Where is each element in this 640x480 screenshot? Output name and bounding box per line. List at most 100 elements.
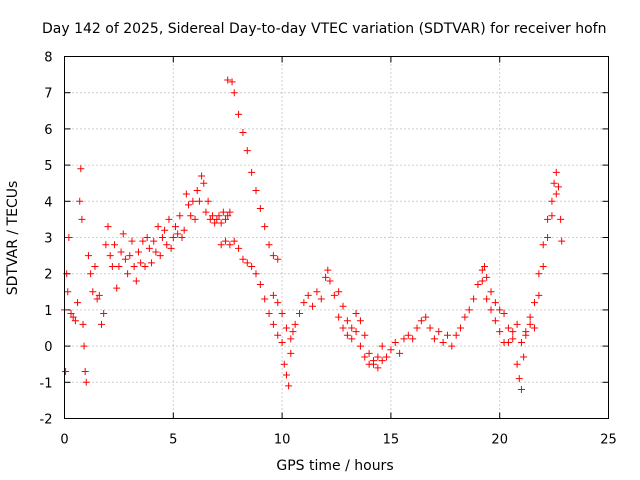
- data-point: [195, 197, 203, 205]
- data-point: [478, 266, 486, 274]
- data-point: [461, 313, 469, 321]
- x-tick-label: 20: [491, 433, 508, 448]
- chart-title: Day 142 of 2025, Sidereal Day-to-day VTE…: [42, 21, 606, 37]
- y-tick-label: 1: [44, 304, 52, 319]
- data-point: [235, 244, 243, 252]
- data-point: [64, 288, 72, 296]
- data-point: [487, 288, 495, 296]
- data-point: [435, 328, 443, 336]
- data-point: [343, 317, 351, 325]
- data-point: [113, 284, 121, 292]
- data-point: [93, 295, 101, 303]
- grid: [64, 56, 609, 419]
- data-point: [548, 197, 556, 205]
- data-point: [487, 306, 495, 314]
- data-point: [67, 310, 75, 318]
- data-point: [121, 255, 129, 263]
- data-point: [513, 360, 521, 368]
- data-point: [222, 215, 230, 223]
- data-point: [230, 237, 238, 245]
- data-point: [378, 342, 386, 350]
- data-point: [300, 299, 308, 307]
- data-point: [352, 328, 360, 336]
- data-point: [285, 382, 293, 390]
- data-point: [383, 353, 391, 361]
- data-point: [531, 324, 539, 332]
- data-point: [169, 234, 177, 241]
- data-point: [202, 208, 210, 216]
- data-point: [111, 241, 119, 249]
- data-point: [378, 357, 386, 365]
- data-point: [339, 302, 347, 310]
- data-point: [115, 262, 123, 270]
- data-point: [62, 367, 70, 375]
- y-tick-label: 8: [44, 51, 52, 66]
- data-point: [457, 324, 465, 332]
- data-point: [91, 262, 99, 270]
- data-point: [97, 320, 105, 328]
- x-tick-label: 15: [383, 433, 400, 448]
- y-tick-label: 0: [44, 340, 52, 355]
- data-point: [180, 226, 188, 234]
- data-point: [261, 223, 269, 231]
- data-point: [132, 277, 140, 285]
- data-point: [228, 78, 236, 86]
- data-point: [361, 331, 369, 339]
- data-point: [391, 338, 399, 346]
- data-point: [226, 241, 234, 249]
- data-point: [154, 223, 162, 231]
- data-point: [74, 299, 82, 307]
- data-point: [369, 360, 377, 368]
- data-point: [219, 208, 227, 216]
- data-point: [282, 371, 290, 379]
- data-point: [178, 234, 186, 241]
- data-point: [102, 241, 110, 249]
- data-point: [163, 241, 171, 249]
- data-point: [287, 349, 295, 357]
- data-point: [513, 320, 521, 328]
- data-point: [496, 306, 504, 314]
- data-point: [124, 270, 132, 278]
- data-point: [106, 252, 114, 260]
- data-point: [141, 262, 149, 270]
- data-point: [550, 179, 558, 187]
- data-point: [206, 215, 214, 223]
- data-point: [558, 237, 566, 245]
- data-marks: [61, 76, 566, 394]
- data-point: [84, 252, 92, 260]
- data-point: [480, 262, 488, 270]
- data-point: [374, 353, 382, 361]
- data-point: [252, 270, 260, 278]
- data-point: [539, 262, 547, 270]
- data-point: [108, 262, 116, 270]
- data-point: [304, 291, 312, 299]
- data-point: [134, 248, 142, 256]
- data-point: [515, 375, 523, 383]
- y-tick-label: 3: [44, 232, 52, 247]
- axis-ticks: 0 5 10 15 20 25 -2 -1 0 1 2 3 4 5 6 7 8: [40, 51, 617, 448]
- data-point: [509, 328, 517, 336]
- data-point: [400, 335, 408, 343]
- data-point: [282, 324, 290, 332]
- data-point: [296, 310, 304, 318]
- data-point: [100, 310, 108, 318]
- y-tick-label: 7: [44, 87, 52, 102]
- data-point: [544, 234, 552, 241]
- data-point: [126, 252, 134, 260]
- data-point: [374, 364, 382, 372]
- x-axis-title: GPS time / hours: [276, 458, 393, 474]
- data-point: [89, 288, 97, 296]
- y-tick-label: -2: [40, 413, 53, 428]
- data-point: [161, 226, 169, 234]
- data-point: [552, 190, 560, 198]
- data-point: [130, 262, 138, 270]
- data-point: [526, 320, 534, 328]
- data-point: [504, 338, 512, 346]
- data-point: [78, 215, 86, 223]
- data-point: [548, 212, 556, 220]
- data-point: [104, 223, 112, 231]
- data-point: [322, 273, 330, 281]
- data-point: [243, 147, 251, 155]
- data-point: [339, 324, 347, 332]
- data-point: [226, 208, 234, 216]
